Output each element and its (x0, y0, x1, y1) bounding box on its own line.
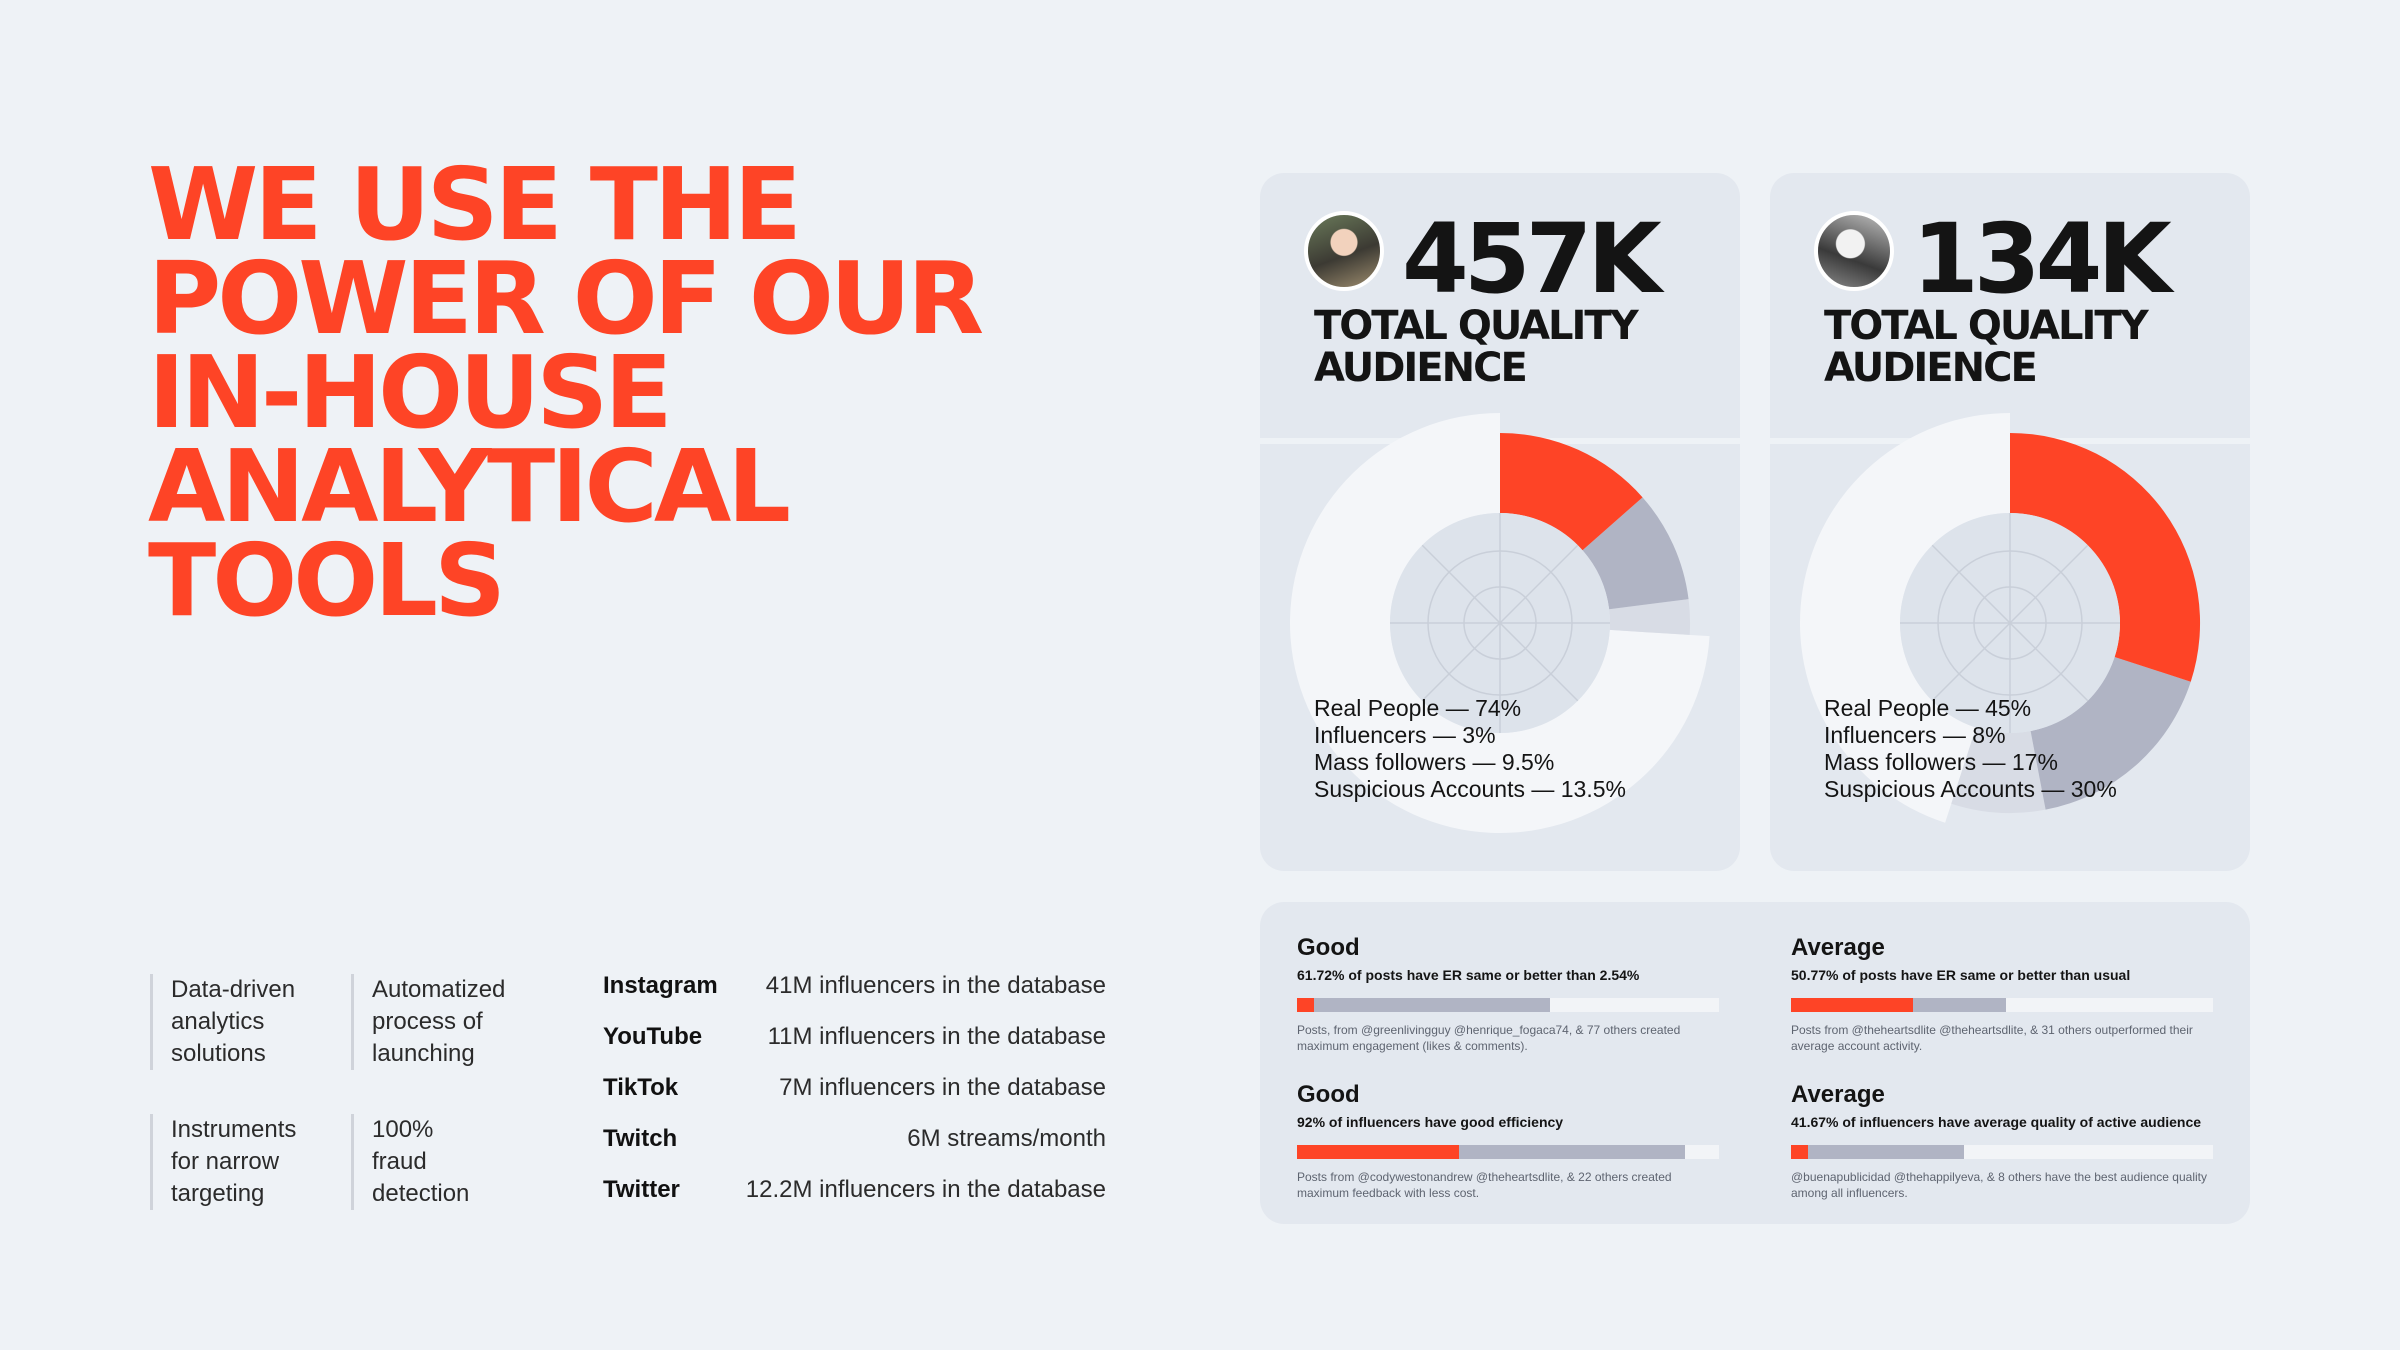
metric-bar (1791, 1145, 2213, 1159)
platform-row: Twitter 12.2M influencers in the databas… (603, 1176, 1106, 1227)
feature-line: process of (372, 1008, 483, 1035)
feature-automatized: Automatized process of launching (351, 974, 532, 1070)
card-title-line: TOTAL QUALITY (1824, 303, 2149, 349)
chart-legend: Real People — 45% Influencers — 8% Mass … (1824, 695, 2117, 803)
audience-donut-chart (1800, 413, 2201, 823)
legend-item: Suspicious Accounts — 13.5% (1314, 776, 1626, 802)
platform-row: TikTok 7M influencers in the database (603, 1074, 1106, 1125)
feature-line: fraud (372, 1148, 427, 1175)
headline: WE USE THE POWER OF OUR IN-HOUSE ANALYTI… (148, 146, 984, 639)
legend-item: Influencers — 3% (1314, 722, 1496, 748)
metric-description: 92% of influencers have good efficiency (1297, 1114, 1564, 1130)
legend-item: Mass followers — 9.5% (1314, 749, 1555, 775)
card-title-line: AUDIENCE (1824, 345, 2038, 391)
platform-name: YouTube (603, 1023, 703, 1050)
legend-item: Real People — 74% (1314, 695, 1522, 721)
card-title: TOTAL QUALITY AUDIENCE (1314, 303, 1639, 391)
metric-rating: Good (1297, 1081, 1360, 1108)
legend-item: Suspicious Accounts — 30% (1824, 776, 2117, 802)
metric-rating: Average (1791, 934, 1885, 961)
platform-value: 12.2M influencers in the database (745, 1176, 1106, 1203)
platform-value: 6M streams/month (907, 1125, 1106, 1152)
headline-line: ANALYTICAL (148, 428, 791, 545)
feature-data-driven: Data-driven analytics solutions (150, 974, 331, 1070)
audience-number: 134K (1912, 203, 2172, 315)
feature-line: Instruments (171, 1116, 297, 1143)
metric-bar-fill (1297, 1145, 1460, 1159)
donut-slice-influencers (1609, 599, 1691, 635)
metric-description: 50.77% of posts have ER same or better t… (1791, 967, 2131, 983)
metric-bar (1791, 998, 2213, 1012)
metric-rating: Average (1791, 1081, 1885, 1108)
platform-row: Twitch 6M streams/month (603, 1125, 1106, 1176)
card-title: TOTAL QUALITY AUDIENCE (1824, 303, 2149, 391)
metric-efficiency: Good 92% of influencers have good effici… (1297, 1081, 1719, 1201)
feature-targeting: Instruments for narrow targeting (150, 1114, 331, 1210)
audience-donut-chart (1290, 413, 1710, 833)
headline-line: WE USE THE (148, 146, 802, 263)
feature-line: analytics (171, 1008, 265, 1035)
donut-slice-suspicious-accounts (1500, 432, 1643, 551)
feature-fraud-detection: 100% fraud detection (351, 1114, 532, 1210)
metric-description: 41.67% of influencers have average quali… (1791, 1114, 2202, 1130)
guide-spoke (1421, 544, 1579, 702)
platform-value: 7M influencers in the database (779, 1074, 1106, 1101)
metric-bar-gray (1791, 1145, 1965, 1159)
platform-value: 11M influencers in the database (767, 1023, 1106, 1050)
influencer-photo-icon (1814, 211, 1894, 291)
card-title-line: AUDIENCE (1314, 345, 1528, 391)
metric-audience-quality: Average 41.67% of influencers have avera… (1791, 1081, 2213, 1201)
donut-slice-real-people (1290, 413, 1710, 833)
metric-bar-fill (1791, 998, 1914, 1012)
audience-card: 134K TOTAL QUALITY AUDIENCE Real People … (1770, 173, 2250, 871)
metric-description: 61.72% of posts have ER same or better t… (1297, 967, 1640, 983)
metric-bar (1297, 1145, 1719, 1159)
legend-item: Influencers — 8% (1824, 722, 2006, 748)
metric-bar-fill (1297, 998, 1314, 1012)
legend-item: Mass followers — 17% (1824, 749, 2058, 775)
donut-slice-real-people (1800, 413, 2010, 823)
feature-line: Data-driven (171, 976, 296, 1003)
headline-line: TOOLS (148, 522, 506, 639)
feature-line: solutions (171, 1040, 266, 1067)
audience-card: 457K TOTAL QUALITY AUDIENCE Real People … (1260, 173, 1740, 871)
metric-note: Posts from @codywestonandrew @theheartsd… (1297, 1170, 1672, 1200)
feature-line: detection (372, 1180, 470, 1207)
platform-value: 41M influencers in the database (765, 972, 1106, 999)
feature-line: launching (372, 1040, 475, 1067)
guide-spoke (1931, 544, 2089, 702)
platform-name: Twitch (603, 1125, 678, 1152)
feature-line: targeting (171, 1180, 265, 1207)
platform-row: Instagram 41M influencers in the databas… (603, 972, 1106, 1023)
metric-note: Posts, from @greenlivingguy @henrique_fo… (1297, 1023, 1681, 1053)
donut-slice-influencers (1951, 727, 2046, 814)
donut-slice-mass-followers (2030, 656, 2191, 810)
engagement-metrics-panel: Good 61.72% of posts have ER same or bet… (1260, 902, 2250, 1224)
metric-bar-fill (1791, 1145, 1808, 1159)
feature-line: 100% (372, 1116, 434, 1143)
platform-row: YouTube 11M influencers in the database (603, 1023, 1106, 1074)
metric-rating: Good (1297, 934, 1360, 961)
metric-bar (1297, 998, 1719, 1012)
headline-line: POWER OF OUR (148, 240, 984, 357)
influencer-photo-icon (1304, 211, 1384, 291)
donut-slice-suspicious-accounts (2010, 432, 2201, 682)
chart-legend: Real People — 74% Influencers — 3% Mass … (1314, 695, 1626, 803)
headline-line: IN-HOUSE (148, 334, 673, 451)
donut-slice-mass-followers (1582, 497, 1689, 610)
platform-list: Instagram 41M influencers in the databas… (603, 972, 1106, 1227)
feature-line: for narrow (171, 1148, 280, 1175)
metric-note: @buenapublicidad @thehappilyeva, & 8 oth… (1791, 1170, 2207, 1200)
metric-usual-er: Average 50.77% of posts have ER same or … (1791, 934, 2213, 1054)
platform-name: Twitter (603, 1176, 680, 1203)
card-title-line: TOTAL QUALITY (1314, 303, 1639, 349)
metric-note: Posts from @theheartsdlite @theheartsdli… (1791, 1023, 2193, 1053)
legend-item: Real People — 45% (1824, 695, 2032, 721)
metric-engagement-rate: Good 61.72% of posts have ER same or bet… (1297, 934, 1719, 1054)
audience-number: 457K (1402, 203, 1662, 315)
platform-name: Instagram (603, 972, 718, 999)
platform-name: TikTok (603, 1074, 679, 1101)
feature-line: Automatized (372, 976, 506, 1003)
metric-bar-gray (1297, 998, 1551, 1012)
